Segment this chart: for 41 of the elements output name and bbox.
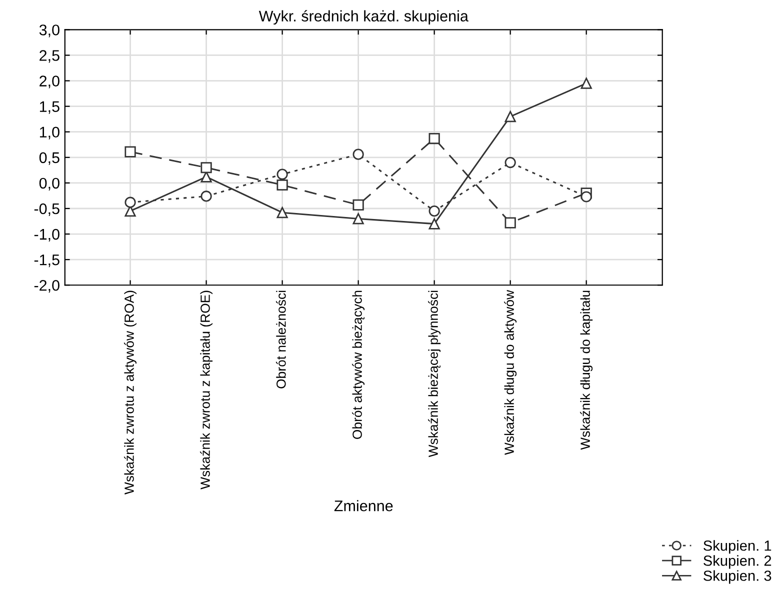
x-tick-label: Obrót aktywów bieżących — [352, 290, 365, 439]
legend-label: Skupien. 1 — [704, 540, 772, 554]
point — [428, 132, 440, 144]
x-tick-label: Obrót należności — [276, 290, 286, 388]
x-tick-label: Wskaźnik zwrotu z kapitału (ROE) — [200, 290, 213, 490]
point — [352, 148, 364, 160]
point — [504, 217, 516, 228]
x-tick-label: Wskaźnik długu do aktywów — [504, 290, 517, 455]
x-tick-label: Wskaźnik długu do kapitału — [580, 290, 593, 450]
y-tick-label: 1,0 — [40, 126, 60, 140]
y-tick-label: 0,0 — [39, 178, 60, 190]
point — [580, 78, 592, 89]
point — [504, 110, 516, 122]
y-tick-label: 1,5 — [40, 101, 60, 114]
legend-label: Skupien. 2 — [704, 555, 772, 569]
y-tick-label: -1,0 — [34, 228, 60, 242]
y-tick-label: -2,0 — [34, 280, 60, 293]
point — [124, 146, 136, 158]
y-tick-label: 2,5 — [40, 50, 60, 63]
y-tick-label: 2,0 — [40, 76, 60, 88]
x-axis-title: Zmienne — [334, 500, 393, 512]
point — [276, 207, 288, 218]
chart-title: Wykr. średnich każd. skupienia — [258, 10, 468, 25]
point — [580, 191, 592, 202]
y-tick-label: 3,0 — [39, 24, 60, 38]
point — [200, 162, 212, 174]
y-tick-label: 0,5 — [39, 152, 60, 165]
point — [200, 190, 212, 202]
point — [504, 156, 516, 168]
x-tick-label: Wskaźnik zwrotu z aktywów (ROA) — [124, 290, 137, 494]
legend-label: Skupien. 3 — [704, 570, 772, 584]
point — [428, 218, 440, 230]
y-tick-label: -0,5 — [34, 203, 60, 216]
point — [352, 199, 364, 210]
point — [276, 168, 288, 180]
point — [352, 213, 364, 224]
x-tick-label: Wskaźnik bieżącej płynności — [428, 290, 441, 458]
point — [428, 205, 440, 217]
point — [276, 179, 288, 191]
y-tick-label: -1,5 — [34, 254, 60, 268]
point — [124, 196, 136, 208]
